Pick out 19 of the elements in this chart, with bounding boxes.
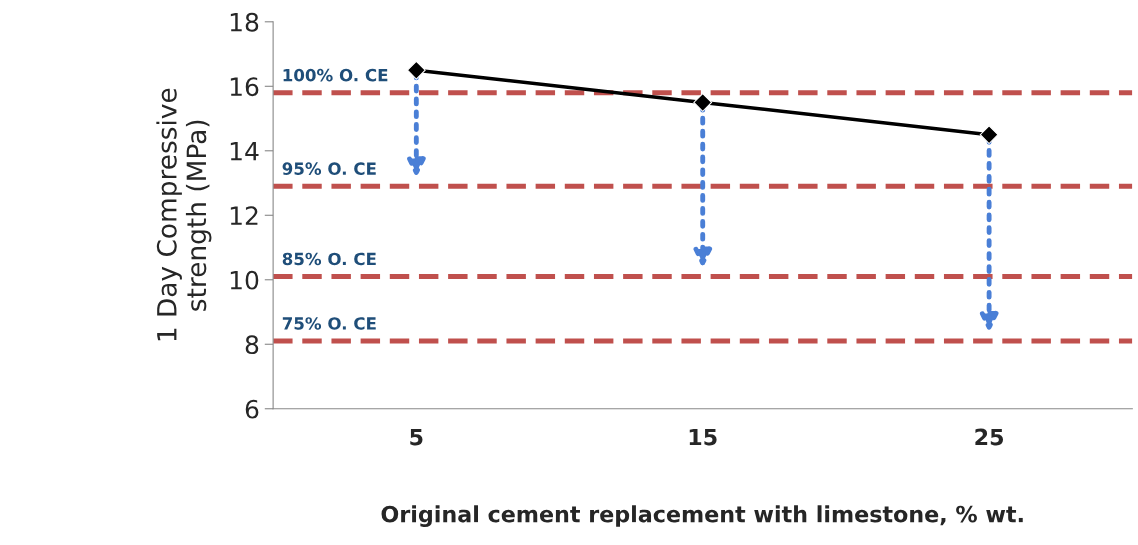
x-tick-label: 15: [689, 428, 717, 446]
y-tick-label: 10: [230, 270, 259, 290]
point: [406, 60, 426, 80]
x-tick-label: 25: [975, 428, 1004, 446]
y-tick-label: 16: [230, 77, 259, 97]
x-tick-label: 5: [410, 428, 423, 446]
y-tick-label: 14: [230, 142, 259, 161]
ref-line-label: 75% O. CE: [282, 317, 376, 330]
y-tick-label: 8: [245, 335, 259, 355]
ref-line-label: 95% O. CE: [282, 162, 376, 175]
y-tick-label: 12: [230, 206, 258, 225]
y-tick-label: 6: [245, 399, 259, 419]
ref-line-label: 100% O. CE: [283, 68, 388, 82]
point: [979, 125, 999, 145]
y-axis-title: 1 Day Compressive strength (MPa): [156, 88, 212, 341]
y-tick-label: 18: [230, 12, 259, 32]
x-axis-title: Original cement replacement with limestone, % wt.: [381, 505, 1023, 527]
ref-line-label: 85% O. CE: [282, 252, 376, 266]
point: [693, 93, 713, 112]
